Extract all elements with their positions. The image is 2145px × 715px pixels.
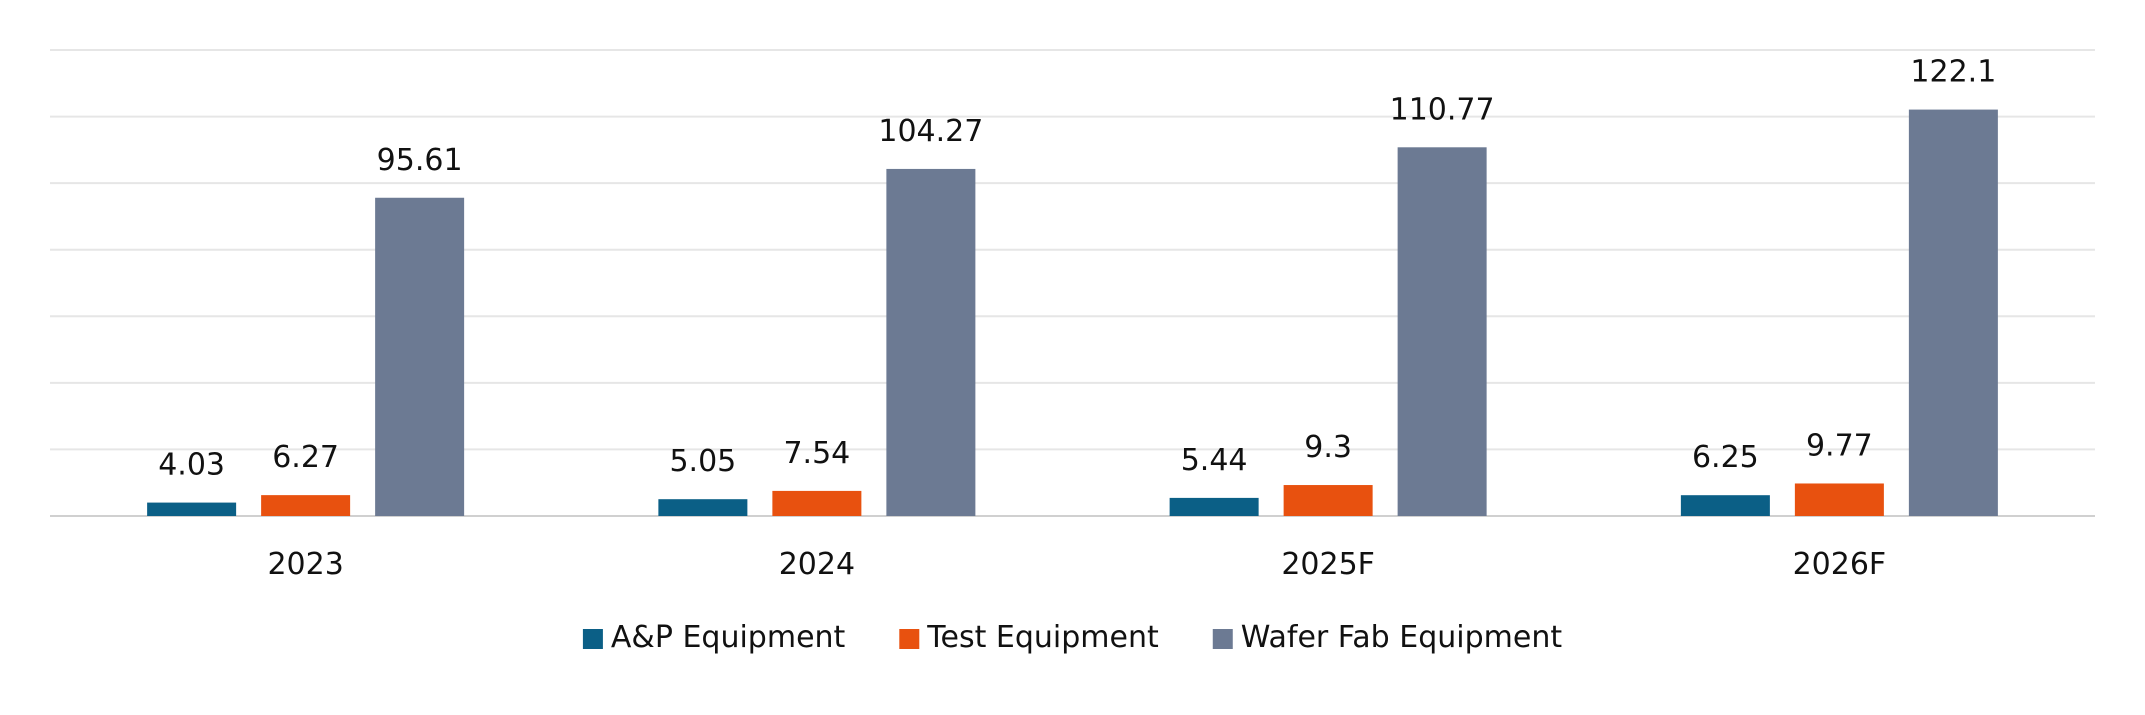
legend: A&P Equipment Test Equipment Wafer Fab Equ… <box>582 620 1563 655</box>
bar <box>1283 485 1373 516</box>
x-tick-label: 2024 <box>779 547 855 582</box>
bar <box>658 499 748 516</box>
bars <box>147 109 1998 517</box>
data-label: 4.03 <box>158 448 225 483</box>
legend-item: A&P Equipment <box>582 620 846 655</box>
data-label: 6.25 <box>1692 440 1759 475</box>
x-axis-ticks: 2023 2024 2025F 2026F <box>267 547 1886 582</box>
gridlines <box>50 49 2095 517</box>
bar <box>1794 483 1884 516</box>
x-tick-label: 2025F <box>1281 547 1375 582</box>
data-label: 95.61 <box>377 143 463 178</box>
data-label: 110.77 <box>1390 92 1495 127</box>
legend-swatch <box>582 629 603 649</box>
bar <box>1169 497 1259 516</box>
legend-label: A&P Equipment <box>611 620 846 655</box>
data-label: 104.27 <box>878 114 983 149</box>
bar <box>1397 147 1487 517</box>
legend-label: Test Equipment <box>926 620 1159 655</box>
legend-swatch <box>1212 629 1233 649</box>
data-label: 9.77 <box>1806 428 1873 463</box>
x-tick-label: 2023 <box>267 547 343 582</box>
data-label: 7.54 <box>783 436 850 471</box>
bar <box>375 197 465 516</box>
data-labels: 4.03 6.27 95.61 5.05 7.54 104.27 5.44 9.3 110.77… <box>158 55 1996 483</box>
data-label: 122.1 <box>1910 55 1996 90</box>
x-tick-label: 2026F <box>1793 547 1887 582</box>
bar <box>261 495 351 516</box>
bar <box>886 168 976 516</box>
data-label: 9.3 <box>1304 430 1352 465</box>
bar <box>1908 109 1998 517</box>
legend-label: Wafer Fab Equipment <box>1241 620 1563 655</box>
legend-item: Wafer Fab Equipment <box>1212 620 1563 655</box>
bar <box>1680 495 1770 516</box>
data-label: 5.05 <box>669 444 736 479</box>
legend-item: Test Equipment <box>899 620 1159 655</box>
bar <box>772 490 862 516</box>
data-label: 6.27 <box>272 440 339 475</box>
data-label: 5.44 <box>1181 443 1248 478</box>
bar <box>147 502 237 516</box>
legend-swatch <box>899 629 920 649</box>
